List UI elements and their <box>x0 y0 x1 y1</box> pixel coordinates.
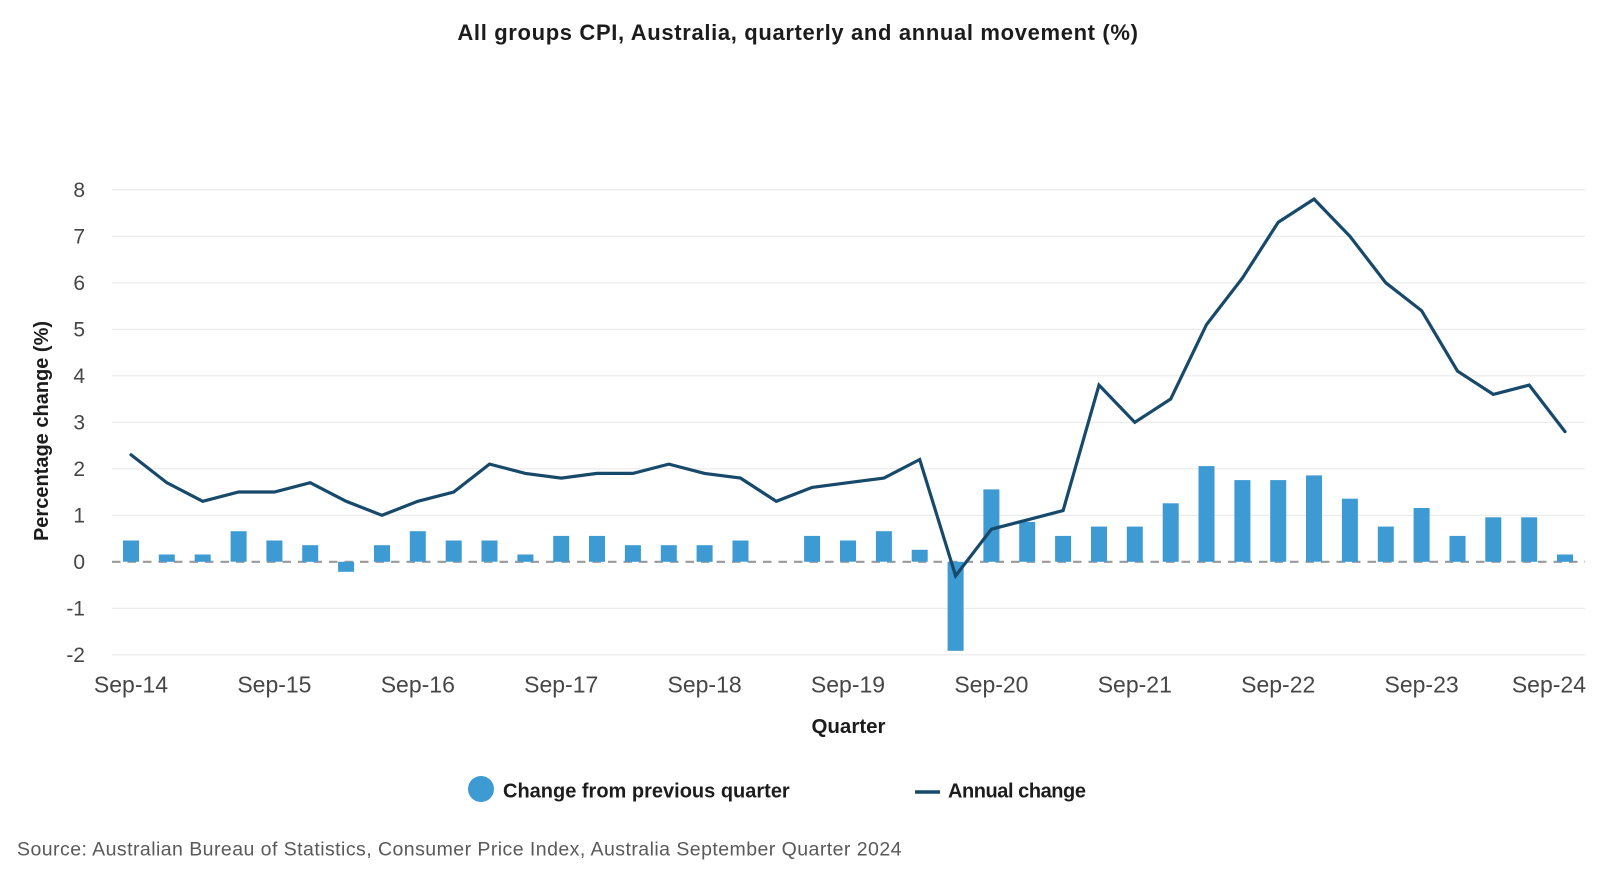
svg-text:0: 0 <box>73 551 85 574</box>
svg-text:Sep-16: Sep-16 <box>381 672 455 698</box>
svg-text:Sep-19: Sep-19 <box>811 672 885 698</box>
svg-text:6: 6 <box>73 272 85 295</box>
svg-text:Source: Australian Bureau of S: Source: Australian Bureau of Statistics,… <box>17 839 902 861</box>
svg-text:Sep-23: Sep-23 <box>1385 672 1459 698</box>
svg-text:All groups CPI, Australia, qua: All groups CPI, Australia, quarterly and… <box>457 20 1138 45</box>
svg-text:Sep-20: Sep-20 <box>954 672 1028 698</box>
svg-text:2: 2 <box>73 458 85 481</box>
svg-text:Sep-17: Sep-17 <box>524 672 598 698</box>
svg-text:Annual change: Annual change <box>948 781 1086 803</box>
svg-text:-1: -1 <box>66 597 85 620</box>
svg-text:Sep-15: Sep-15 <box>237 672 311 698</box>
svg-text:5: 5 <box>73 318 85 341</box>
svg-text:Sep-24: Sep-24 <box>1512 672 1586 698</box>
svg-text:Sep-22: Sep-22 <box>1241 672 1315 698</box>
svg-text:3: 3 <box>73 411 85 434</box>
svg-text:Sep-14: Sep-14 <box>94 672 168 698</box>
svg-text:Sep-18: Sep-18 <box>668 672 742 698</box>
svg-text:Quarter: Quarter <box>811 715 885 738</box>
svg-text:-2: -2 <box>66 644 85 667</box>
svg-text:1: 1 <box>73 504 85 527</box>
svg-text:7: 7 <box>73 225 85 248</box>
svg-text:Percentage change (%): Percentage change (%) <box>31 321 53 541</box>
svg-text:Sep-21: Sep-21 <box>1098 672 1172 698</box>
svg-text:Change from previous quarter: Change from previous quarter <box>503 781 790 803</box>
svg-text:8: 8 <box>73 179 85 202</box>
svg-text:4: 4 <box>73 365 85 388</box>
